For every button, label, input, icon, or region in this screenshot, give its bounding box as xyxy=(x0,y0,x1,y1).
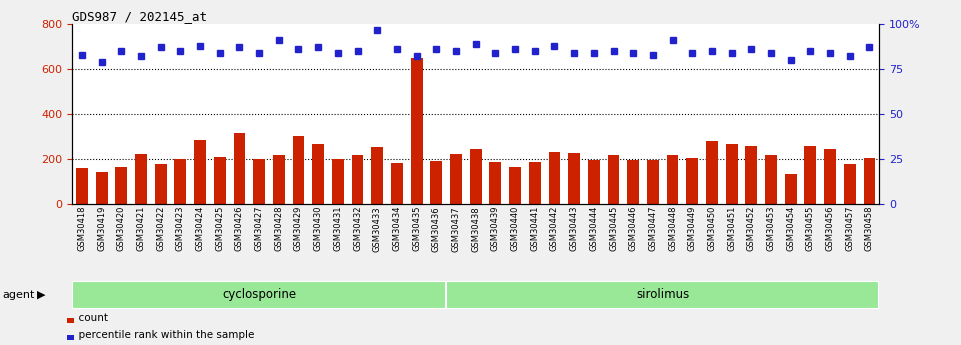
Bar xyxy=(136,154,147,204)
Bar xyxy=(667,155,678,204)
Text: ▶: ▶ xyxy=(37,290,45,300)
Text: GSM30434: GSM30434 xyxy=(392,206,402,252)
Text: GSM30433: GSM30433 xyxy=(373,206,382,252)
Bar xyxy=(686,158,699,204)
Bar xyxy=(214,157,226,204)
Bar xyxy=(175,159,186,204)
Bar xyxy=(194,140,206,204)
Bar xyxy=(292,136,305,204)
Text: GSM30419: GSM30419 xyxy=(97,206,106,251)
Text: GSM30448: GSM30448 xyxy=(668,206,678,252)
Text: GSM30425: GSM30425 xyxy=(215,206,224,251)
Text: sirolimus: sirolimus xyxy=(636,288,689,302)
Bar xyxy=(115,167,127,204)
Bar xyxy=(371,148,383,204)
Text: GSM30431: GSM30431 xyxy=(333,206,342,252)
Bar xyxy=(785,175,797,204)
Bar xyxy=(96,172,108,204)
Text: GSM30445: GSM30445 xyxy=(609,206,618,251)
Text: GSM30418: GSM30418 xyxy=(78,206,86,252)
Bar xyxy=(509,167,521,204)
Text: GSM30440: GSM30440 xyxy=(510,206,520,251)
Text: GSM30426: GSM30426 xyxy=(234,206,244,252)
Text: percentile rank within the sample: percentile rank within the sample xyxy=(72,330,255,340)
Text: GSM30450: GSM30450 xyxy=(707,206,717,251)
Bar xyxy=(549,152,560,204)
Text: GSM30446: GSM30446 xyxy=(628,206,638,252)
Text: GSM30437: GSM30437 xyxy=(452,206,460,252)
Bar xyxy=(410,58,423,204)
Bar xyxy=(568,153,580,204)
Bar xyxy=(446,281,879,309)
Text: GSM30457: GSM30457 xyxy=(846,206,854,252)
Text: GSM30438: GSM30438 xyxy=(471,206,480,252)
Text: GSM30453: GSM30453 xyxy=(767,206,776,252)
Bar xyxy=(588,160,600,204)
Text: GSM30432: GSM30432 xyxy=(353,206,362,252)
Bar xyxy=(706,141,718,204)
Bar xyxy=(273,155,284,204)
Text: GSM30429: GSM30429 xyxy=(294,206,303,251)
Bar xyxy=(155,164,166,204)
Text: GSM30421: GSM30421 xyxy=(136,206,145,251)
Bar xyxy=(391,163,403,204)
Text: GSM30428: GSM30428 xyxy=(274,206,283,252)
Bar xyxy=(234,133,245,204)
Bar xyxy=(746,146,757,204)
Text: count: count xyxy=(72,313,108,323)
Text: GSM30441: GSM30441 xyxy=(530,206,539,251)
Text: GSM30451: GSM30451 xyxy=(727,206,736,251)
Bar xyxy=(529,162,541,204)
Text: GSM30444: GSM30444 xyxy=(589,206,599,251)
Text: cyclosporine: cyclosporine xyxy=(222,288,296,302)
Bar xyxy=(628,160,639,204)
Bar xyxy=(450,154,462,204)
Text: GSM30439: GSM30439 xyxy=(491,206,500,252)
Bar xyxy=(864,158,875,204)
Bar xyxy=(825,149,836,204)
Bar xyxy=(489,162,502,204)
Bar xyxy=(76,168,87,204)
Text: GSM30458: GSM30458 xyxy=(865,206,874,252)
Bar xyxy=(253,159,265,204)
Text: GSM30435: GSM30435 xyxy=(412,206,421,252)
Bar xyxy=(844,164,855,204)
Text: GSM30454: GSM30454 xyxy=(786,206,795,251)
Text: GSM30423: GSM30423 xyxy=(176,206,185,252)
Bar xyxy=(607,155,620,204)
Text: agent: agent xyxy=(2,290,35,300)
Text: GSM30452: GSM30452 xyxy=(747,206,756,251)
Text: GSM30456: GSM30456 xyxy=(825,206,834,252)
Text: GSM30422: GSM30422 xyxy=(157,206,165,251)
Text: GSM30455: GSM30455 xyxy=(806,206,815,251)
Bar xyxy=(72,281,446,309)
Text: GSM30449: GSM30449 xyxy=(688,206,697,251)
Text: GSM30442: GSM30442 xyxy=(550,206,559,251)
Text: GSM30447: GSM30447 xyxy=(649,206,657,252)
Text: GSM30424: GSM30424 xyxy=(195,206,205,251)
Bar xyxy=(332,159,344,204)
Bar xyxy=(726,144,737,204)
Text: GSM30427: GSM30427 xyxy=(255,206,263,252)
Text: GSM30443: GSM30443 xyxy=(570,206,579,252)
Bar xyxy=(765,155,776,204)
Text: GSM30420: GSM30420 xyxy=(117,206,126,251)
Bar xyxy=(312,144,324,204)
Bar xyxy=(431,161,442,204)
Bar xyxy=(352,155,363,204)
Text: GDS987 / 202145_at: GDS987 / 202145_at xyxy=(72,10,207,23)
Bar xyxy=(804,146,816,204)
Text: GSM30436: GSM30436 xyxy=(431,206,441,252)
Text: GSM30430: GSM30430 xyxy=(313,206,323,252)
Bar xyxy=(647,160,659,204)
Bar xyxy=(470,149,481,204)
